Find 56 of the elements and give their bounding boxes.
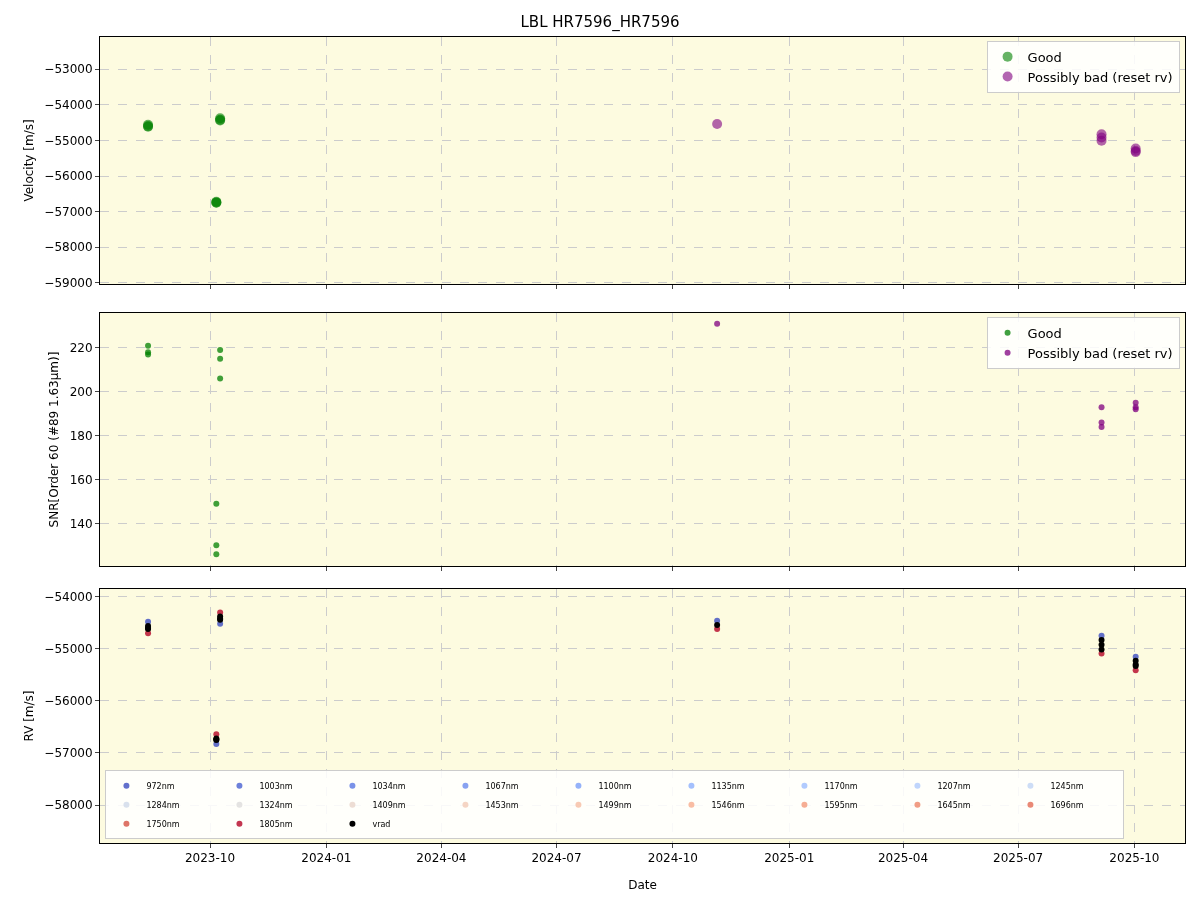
legend-label: 1067nm <box>485 781 519 791</box>
legend-label: 1453nm <box>485 800 519 810</box>
y-tick-label: −57000 <box>44 204 93 219</box>
legend-label: 1409nm <box>372 800 406 810</box>
x-tick-label: 2024-10 <box>647 851 698 866</box>
legend-label: Good <box>1027 325 1062 341</box>
y-tick-label: −54000 <box>44 590 93 605</box>
y-tick-label: −55000 <box>44 133 93 148</box>
legend-label: 1595nm <box>824 800 858 810</box>
y-tick-label: 180 <box>69 428 93 443</box>
y-tick-label: 200 <box>69 384 93 399</box>
y-tick-label: 220 <box>69 341 93 356</box>
y-tick-label: −55000 <box>44 642 93 657</box>
legend-label: 1100nm <box>598 781 632 791</box>
legend-label: 1805nm <box>259 819 293 829</box>
y-tick-label: −54000 <box>44 97 93 112</box>
legend-label: 1645nm <box>937 800 971 810</box>
x-tick-label: 2024-04 <box>416 851 467 866</box>
x-tick-label: 2025-04 <box>877 851 929 866</box>
legend-label: 1245nm <box>1050 781 1084 791</box>
legend-label: 1284nm <box>146 800 180 810</box>
legend-label: 1750nm <box>146 819 180 829</box>
y-tick-label: −58000 <box>44 240 93 255</box>
legend-label: 1324nm <box>259 800 293 810</box>
y-axis-title: SNR[Order 60 (#89 1.63μm)] <box>46 351 61 528</box>
y-tick-label: −53000 <box>44 62 93 77</box>
legend-label: 1546nm <box>711 800 745 810</box>
x-axis-title: Date <box>628 878 657 892</box>
legend-label: Possibly bad (reset rv) <box>1027 69 1173 85</box>
legend-label: 1034nm <box>372 781 406 791</box>
legend-label: Possibly bad (reset rv) <box>1027 345 1173 361</box>
legend-label: 1170nm <box>824 781 858 791</box>
y-tick-label: −59000 <box>44 276 93 291</box>
y-tick-label: −56000 <box>44 694 93 709</box>
legend-label: 1207nm <box>937 781 971 791</box>
x-tick-label: 2025-07 <box>993 851 1044 866</box>
y-tick-label: 140 <box>69 516 93 531</box>
y-tick-label: −57000 <box>44 746 93 761</box>
legend-label: 1499nm <box>598 800 632 810</box>
x-tick-label: 2024-07 <box>531 851 582 866</box>
y-tick-label: 160 <box>69 472 93 487</box>
legend-label: 1003nm <box>259 781 293 791</box>
chart-title: LBL HR7596_HR7596 <box>520 13 680 33</box>
legend-label: vrad <box>372 819 391 829</box>
x-tick-label: 2023-10 <box>184 851 236 866</box>
legend-label: 1135nm <box>711 781 745 791</box>
y-axis-title: RV [m/s] <box>21 690 36 742</box>
y-axis-title: Velocity [m/s] <box>21 119 36 202</box>
x-tick-label: 2025-10 <box>1109 851 1160 866</box>
x-tick-label: 2024-01 <box>301 851 352 866</box>
legend-label: Good <box>1027 49 1062 65</box>
x-tick-label: 2025-01 <box>764 851 815 866</box>
legend-label: 1696nm <box>1050 800 1084 810</box>
y-tick-label: −56000 <box>44 169 93 184</box>
y-tick-label: −58000 <box>44 798 93 813</box>
legend-label: 972nm <box>146 781 175 791</box>
